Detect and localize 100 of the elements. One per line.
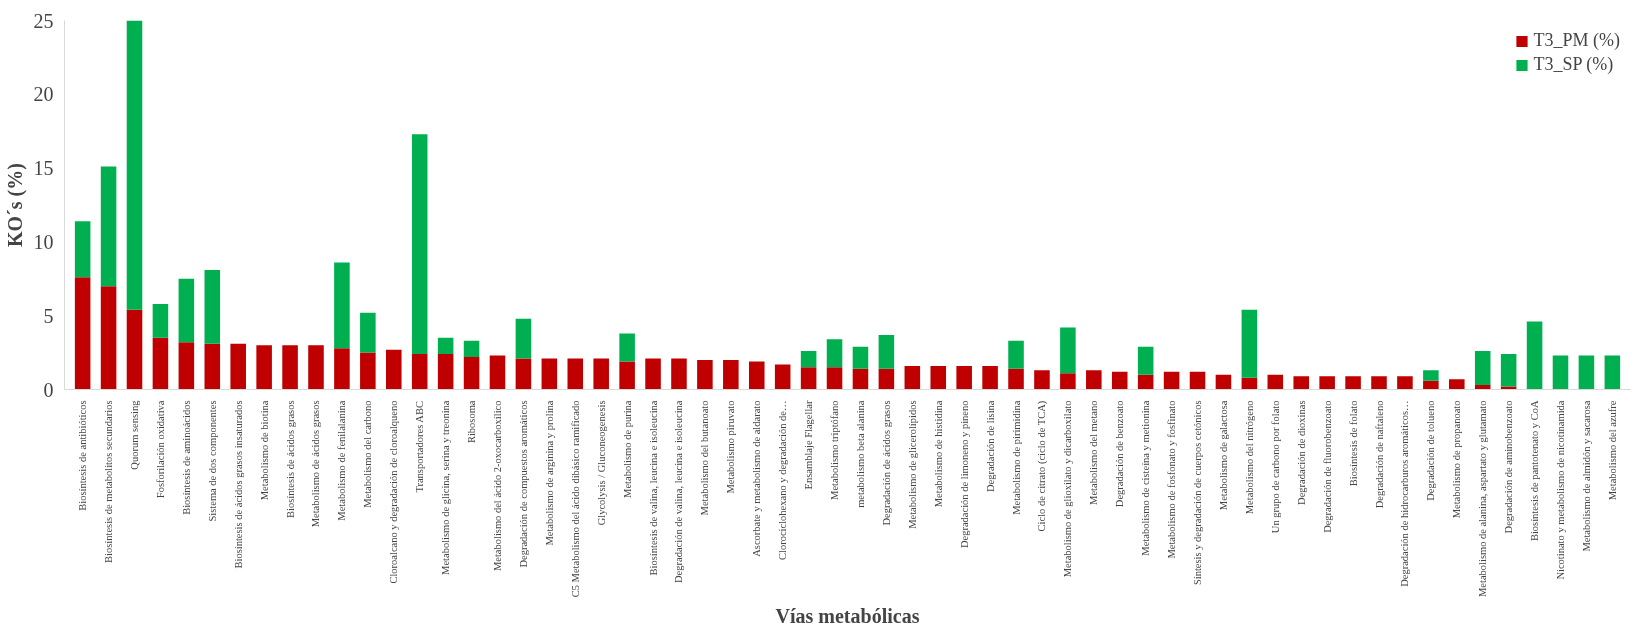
x-tick-label: Nicotinato y metabolismo de nicotinamida [1555,400,1566,580]
bar [1060,373,1076,390]
bar [619,333,635,362]
x-tick-label: Metabolismo de purina [621,400,633,498]
x-tick-label: Degradación de dioxinas [1295,400,1307,505]
x-tick-label: Biosíntesis de pantotenato y CoA [1529,400,1541,542]
x-axis-title: Vías metabólicas [775,605,920,628]
bar [697,359,713,390]
bar [437,337,454,355]
x-tick-label: Metabolismo del ácido 2-oxocarboxílico [491,400,503,572]
bar [1241,309,1258,378]
x-tick-label: Metabolismo de biotina [258,400,270,501]
x-tick-label: Degradación de lisina [984,400,996,493]
x-tick-label: Metabolismo de glicerolípidos [906,400,918,529]
x-tick-label: Metabolismo del azufre [1606,400,1618,501]
x-tick-label: C5 Metabolismo del ácido dibásico ramificado [569,400,581,598]
y-axis-title: KO´s (%) [3,163,27,247]
bar [1086,370,1102,390]
bar [152,337,169,390]
x-tick-label: Metabolismo de glicina, serina y treonina [440,400,452,575]
bar [1423,380,1439,390]
bar [411,354,428,390]
x-tick-label: Biosíntesis de ácidos grasos insaturados [232,400,244,569]
bar [541,358,558,390]
x-tick-label: Degradación de limoneno y pineno [958,400,970,549]
bar [282,345,298,390]
bar [774,364,791,390]
bar [334,262,350,349]
bar [904,365,921,390]
bar [178,342,195,390]
bar [800,351,817,368]
bar [152,303,169,338]
x-tick-label: Degradación de valina, leucina e isoleucina [673,400,685,583]
x-tick-label: Degradación de benzoato [1114,400,1126,508]
bar [1267,374,1284,390]
bar [1137,346,1154,375]
y-tick-label: 0 [43,378,54,401]
bar [463,340,480,358]
bar [1319,376,1335,390]
bar [126,309,143,390]
x-tick-label: Degradación de naftaleno [1373,400,1385,509]
x-tick-label: Ciclo de citrato (ciclo de TCA) [1036,400,1049,532]
x-tick-label: Degradación de ácidos grasos [880,400,892,526]
x-tick-label: Metabolismo de fosfonato y fosfinato [1166,400,1178,559]
bar [308,345,324,390]
bar [1474,351,1491,386]
bar [1215,374,1232,390]
bar [1500,354,1517,387]
bar [982,365,998,390]
bar [1578,355,1595,390]
x-tick-label: Metabolismo de propanoato [1451,400,1463,519]
bar [645,358,661,390]
bar [1552,355,1569,390]
bar [178,278,195,343]
bar [100,166,117,287]
x-tick-label: Síntesis y degradación de cuerpos cetónicos [1192,400,1204,586]
bar [1604,355,1621,390]
x-tick-label: Metabolismo de glioxilato y dicarboxilato [1062,400,1074,578]
legend-label: T3_PM (%) [1533,30,1620,51]
bar [1371,376,1387,390]
x-tick-label: Degradación de tolueno [1425,400,1437,501]
bar [1241,377,1258,390]
x-tick-label: Metabolismo de ácidos grasos [310,400,322,528]
x-tick-label: Metabolismo del carbono [362,400,374,508]
x-tick-label: Un grupo de carbono por folato [1269,400,1281,534]
bar [1163,371,1180,390]
bar [1423,370,1439,381]
x-tick-label: Metabolismo de alanina, aspartato y glutamato [1477,400,1489,598]
bar [878,334,895,369]
x-tick-label: Sistema de dos componentes [206,400,218,522]
x-tick-label: Degradación de hidrocarburos aromáticos… [1399,400,1411,587]
x-tick-label: Metabolismo de galactosa [1217,400,1229,511]
bar [800,367,817,390]
bar [1060,327,1076,374]
bar [878,368,895,390]
legend-label: T3_SP (%) [1533,54,1614,75]
bar [1008,368,1024,390]
x-tick-label: metabolismo beta alanina [854,400,866,508]
x-tick-label: Biosíntesis de metabolitos secundarios [103,400,115,563]
x-tick-label: Metabolismo del metano [1088,400,1100,505]
bar [386,349,402,390]
x-tick-label: Metabolismo triptófano [829,400,841,500]
bar [334,348,350,390]
x-tick-label: Metabolismo de almidón y sacarosa [1580,400,1592,552]
bar [930,365,947,390]
bar [826,367,843,390]
bar [1397,376,1413,390]
bar [360,352,376,390]
x-tick-label: Metabolismo de fenilalanina [336,400,348,521]
bar [1189,371,1206,390]
bar [956,365,972,390]
bar [852,346,869,369]
x-tick-label: Metabolismo de histidina [932,400,944,508]
bar [360,312,376,353]
x-tick-label: Biosíntesis de aminoácidos [180,400,192,515]
bar [463,357,480,390]
bar [1293,376,1309,390]
bar [256,345,272,390]
bar [748,361,765,390]
bar [671,358,687,390]
